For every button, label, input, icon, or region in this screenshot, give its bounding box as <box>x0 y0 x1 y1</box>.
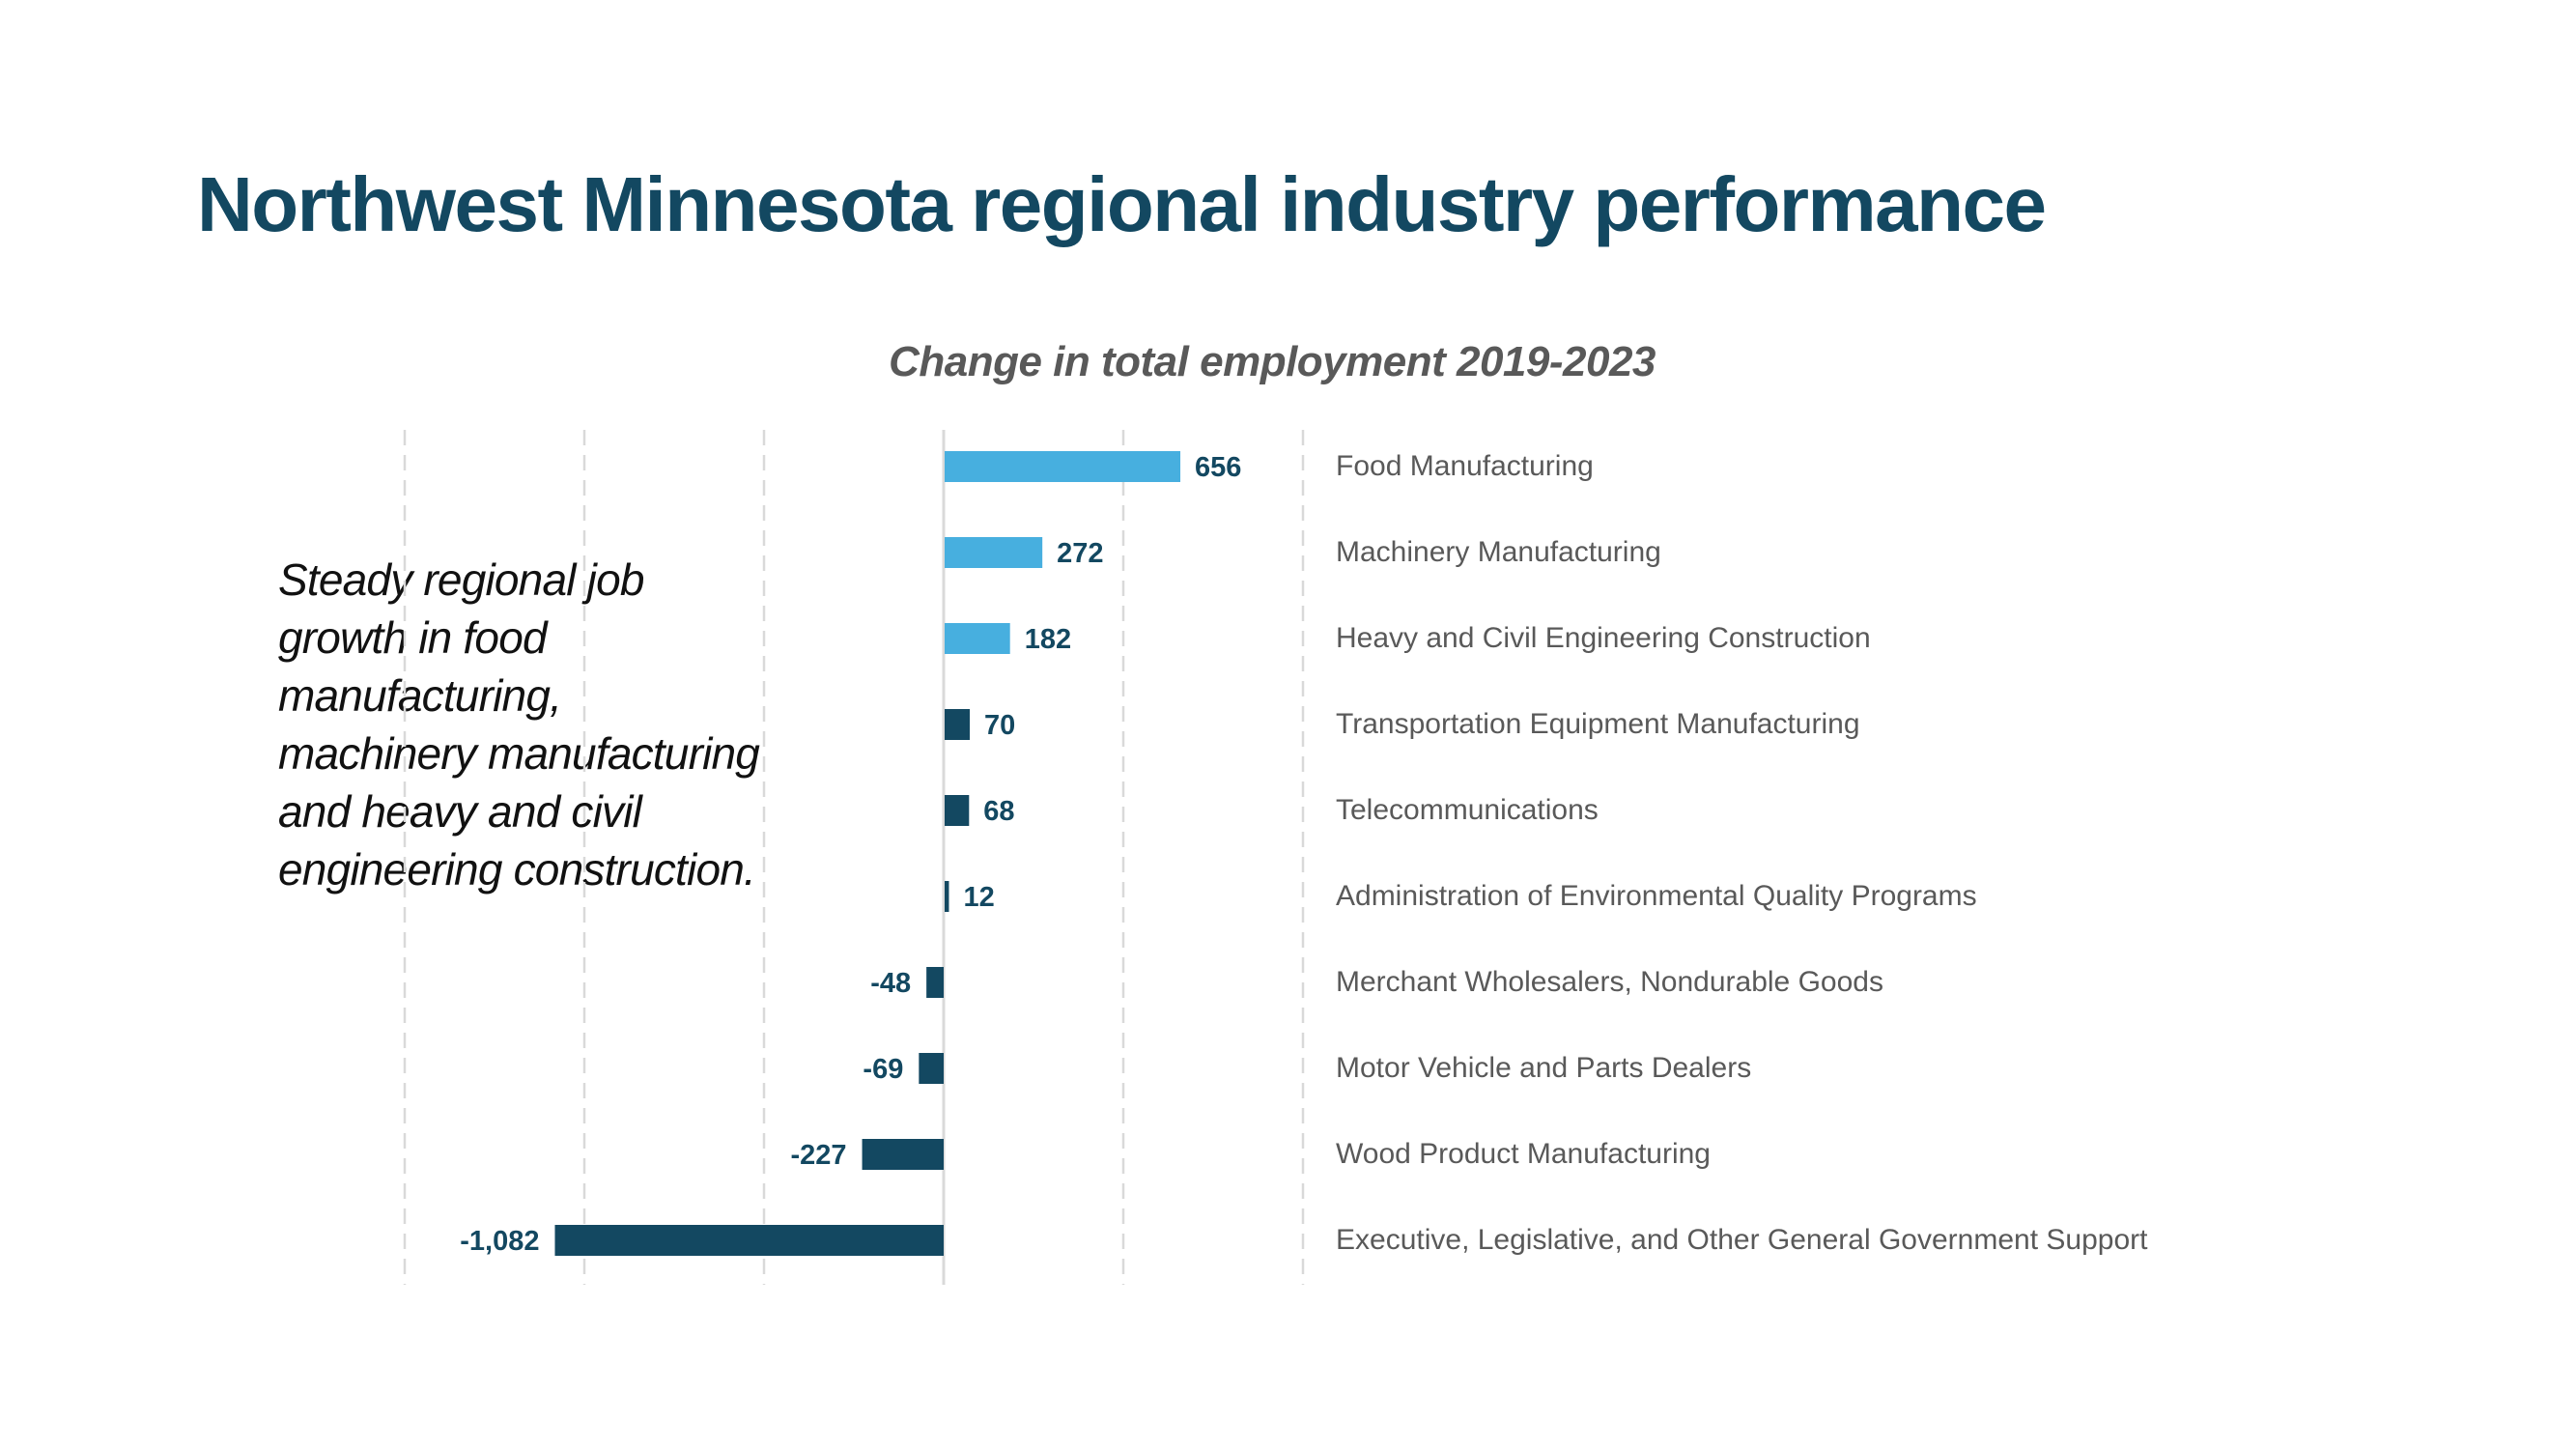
chart-title: Change in total employment 2019-2023 <box>889 338 1656 385</box>
value-label: 12 <box>963 882 994 913</box>
value-label: 656 <box>1195 452 1241 483</box>
callout-text: Steady regional job growth in food manuf… <box>278 551 896 898</box>
value-label: 182 <box>1025 624 1071 655</box>
bar <box>919 1053 944 1084</box>
slide-title: Northwest Minnesota regional industry pe… <box>197 161 2047 247</box>
category-label: Transportation Equipment Manufacturing <box>1336 708 1860 740</box>
category-label: Heavy and Civil Engineering Construction <box>1336 622 1871 654</box>
category-label: Food Manufacturing <box>1336 450 1594 482</box>
bar <box>945 451 1181 482</box>
bar <box>945 623 1010 654</box>
bar <box>945 537 1043 568</box>
value-label: 272 <box>1057 538 1103 569</box>
value-label: 68 <box>983 796 1014 827</box>
bar <box>945 795 970 826</box>
bar <box>554 1225 944 1256</box>
category-label: Motor Vehicle and Parts Dealers <box>1336 1052 1751 1084</box>
value-label: -1,082 <box>460 1226 539 1257</box>
bar <box>945 709 971 740</box>
callout-line: and heavy and civil <box>278 786 642 837</box>
callout-line: manufacturing, <box>278 670 562 721</box>
category-label: Executive, Legislative, and Other Genera… <box>1336 1224 2148 1256</box>
category-label: Telecommunications <box>1336 794 1599 826</box>
bar <box>926 967 944 998</box>
bar <box>862 1139 944 1170</box>
value-label: -48 <box>870 968 911 999</box>
value-label: -227 <box>791 1140 847 1171</box>
gridlines <box>403 430 1305 1285</box>
callout-line: engineering construction. <box>278 844 756 895</box>
value-label: -69 <box>863 1054 903 1085</box>
category-label: Machinery Manufacturing <box>1336 536 1661 568</box>
category-label: Wood Product Manufacturing <box>1336 1138 1711 1170</box>
bars <box>554 451 1181 1256</box>
value-labels: 656 272 182 70 68 12 -48 -69 -227 -1,082 <box>460 452 1241 1257</box>
category-label: Merchant Wholesalers, Nondurable Goods <box>1336 966 1883 998</box>
value-label: 70 <box>984 710 1015 741</box>
callout-line: machinery manufacturing <box>278 728 760 779</box>
category-label: Administration of Environmental Quality … <box>1336 880 1977 912</box>
bar <box>945 881 949 912</box>
callout-line: growth in food <box>278 612 548 663</box>
category-labels: Food Manufacturing Machinery Manufacturin… <box>1336 450 2148 1256</box>
